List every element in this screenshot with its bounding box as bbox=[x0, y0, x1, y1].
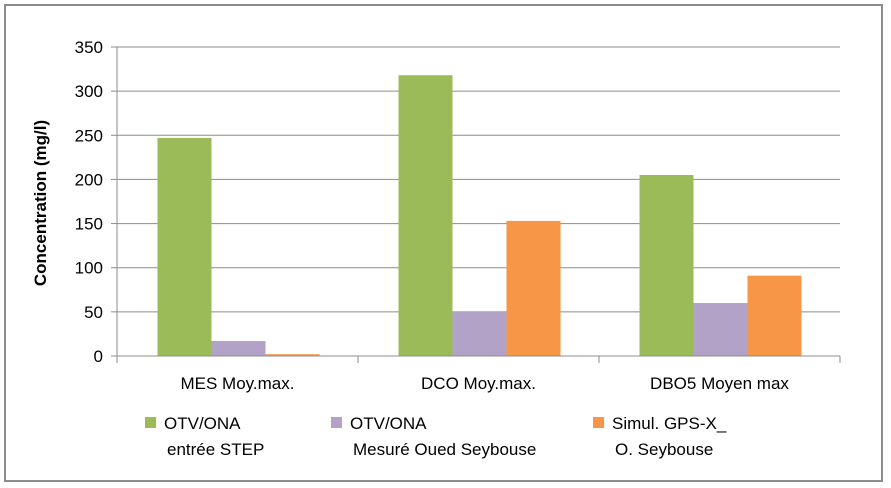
legend-item: OTV/ONA entrée STEP bbox=[145, 414, 264, 459]
y-tick-label: 100 bbox=[75, 259, 103, 278]
bar bbox=[639, 175, 694, 356]
y-tick-labels: 0 50 100 150 200 250 300 350 bbox=[75, 38, 103, 366]
y-axis-label: Concentration (mg/l) bbox=[31, 120, 50, 286]
legend-swatch bbox=[145, 417, 156, 428]
legend-item: Simul. GPS-X_ O. Seybouse bbox=[593, 414, 727, 459]
legend-swatch bbox=[593, 417, 604, 428]
x-tick-label: MES Moy.max. bbox=[181, 374, 295, 393]
x-tick-labels: MES Moy.max. DCO Moy.max. DBO5 Moyen max bbox=[181, 374, 790, 393]
legend-label: OTV/ONA bbox=[164, 414, 241, 433]
legend-label: Simul. GPS-X_ bbox=[612, 414, 727, 433]
bar bbox=[265, 354, 320, 356]
legend-label: O. Seybouse bbox=[615, 440, 713, 459]
bar bbox=[693, 303, 748, 356]
legend-label: Mesuré Oued Seybouse bbox=[353, 440, 536, 459]
bar bbox=[506, 220, 561, 356]
legend-swatch bbox=[331, 417, 342, 428]
y-tick-label: 50 bbox=[84, 303, 103, 322]
bar bbox=[452, 311, 507, 356]
x-tick-label: DCO Moy.max. bbox=[421, 374, 536, 393]
y-tick-label: 300 bbox=[75, 82, 103, 101]
legend-item: OTV/ONA Mesuré Oued Seybouse bbox=[331, 414, 536, 459]
y-tick-label: 350 bbox=[75, 38, 103, 57]
bars bbox=[157, 75, 802, 356]
bar bbox=[398, 75, 453, 356]
y-tick-label: 150 bbox=[75, 215, 103, 234]
bar bbox=[747, 275, 802, 356]
x-tick-label: DBO5 Moyen max bbox=[650, 374, 789, 393]
legend-label: entrée STEP bbox=[167, 440, 264, 459]
y-tick-label: 200 bbox=[75, 170, 103, 189]
axes bbox=[116, 47, 841, 363]
legend-label: OTV/ONA bbox=[350, 414, 427, 433]
y-tick-label: 0 bbox=[94, 347, 103, 366]
bar bbox=[211, 340, 266, 356]
y-tick-label: 250 bbox=[75, 126, 103, 145]
bar bbox=[157, 137, 212, 356]
legend: OTV/ONA entrée STEP OTV/ONA Mesuré Oued Sey… bbox=[145, 414, 727, 459]
